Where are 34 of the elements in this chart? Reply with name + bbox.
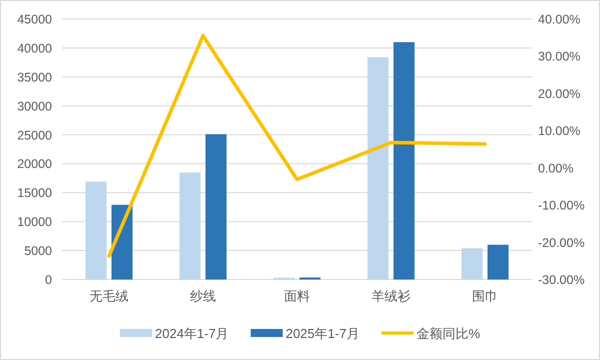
bar [86,182,106,280]
y2-tick-label: 40.00% [538,12,580,26]
legend-label: 2024年1-7月 [155,326,229,341]
y2-tick-label: -30.00% [538,273,585,287]
legend-label: 金额同比% [416,326,480,341]
x-tick-label: 纱线 [190,288,216,304]
bar [488,244,508,280]
line-series [107,34,487,258]
bar [206,134,226,280]
x-tick-label: 羊绒衫 [372,288,410,304]
bar [462,248,482,280]
y2-tick-label: 0.00% [538,161,574,176]
y2-tick-label: 10.00% [538,124,580,138]
y-tick-label: 20000 [17,157,52,172]
y-tick-label: 40000 [17,41,52,56]
x-tick-label: 围巾 [472,288,498,304]
legend-label: 2025年1-7月 [286,326,360,341]
x-tick-label: 无毛绒 [90,288,128,304]
y-tick-label: 10000 [17,215,52,230]
x-tick-label: 面料 [284,288,310,304]
y2-tick-label: -20.00% [538,236,585,250]
bar [394,42,414,280]
y2-tick-label: 30.00% [538,50,580,64]
y-tick-label: 5000 [24,244,52,258]
y2-tick-label: -10.00% [538,198,585,213]
y-tick-label: 35000 [17,70,52,84]
y-tick-label: 45000 [17,12,52,26]
y-tick-label: 30000 [17,99,52,114]
y-tick-label: 15000 [17,186,52,200]
y-tick-label: 0 [45,273,52,287]
bar [180,172,200,280]
y2-tick-label: 20.00% [538,86,580,101]
bar [368,57,388,280]
y-tick-label: 25000 [17,128,52,142]
